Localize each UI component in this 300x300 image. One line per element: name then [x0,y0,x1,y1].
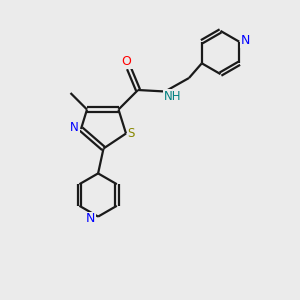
Text: N: N [70,121,79,134]
Text: NH: NH [164,90,181,104]
Text: N: N [86,212,95,226]
Text: S: S [128,127,135,140]
Text: N: N [241,34,250,47]
Text: O: O [122,55,131,68]
